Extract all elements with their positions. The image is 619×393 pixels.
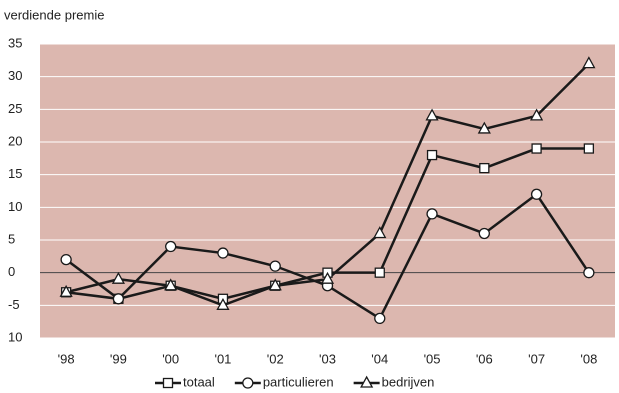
data-point xyxy=(165,240,177,253)
data-point xyxy=(216,297,230,310)
y-tick-label: -5 xyxy=(8,297,20,312)
x-tick-label: '08 xyxy=(580,351,597,366)
x-tick-label: '03 xyxy=(319,351,336,366)
data-point xyxy=(425,108,439,121)
y-tick-label: 15 xyxy=(8,166,22,181)
data-point xyxy=(217,247,229,259)
x-tick-label: '01 xyxy=(214,351,231,366)
data-point xyxy=(426,208,438,220)
legend-label: bedrijven xyxy=(382,374,435,389)
data-point xyxy=(111,271,126,284)
data-point xyxy=(531,143,542,154)
data-point xyxy=(583,143,595,154)
x-tick-label: '07 xyxy=(528,351,545,366)
y-tick-label: 10 xyxy=(8,329,22,344)
data-point xyxy=(373,226,387,239)
y-tick-label: 5 xyxy=(8,231,15,246)
x-tick-label: '06 xyxy=(476,351,493,366)
x-tick-label: '98 xyxy=(58,351,75,366)
data-point xyxy=(478,227,490,240)
y-tick-label: 20 xyxy=(8,133,22,148)
data-point xyxy=(112,293,125,305)
data-point xyxy=(59,284,73,297)
legend-label: particulieren xyxy=(263,374,334,389)
y-tick-label: 35 xyxy=(8,35,22,50)
x-tick-label: '00 xyxy=(162,351,179,366)
data-point xyxy=(530,188,543,200)
x-tick-label: '05 xyxy=(424,351,441,366)
legend-marker xyxy=(360,375,374,388)
y-tick-label: 30 xyxy=(8,68,22,83)
x-tick-label: '04 xyxy=(371,351,388,366)
data-point xyxy=(479,162,490,174)
data-point xyxy=(320,271,335,284)
y-tick-label: 25 xyxy=(8,101,22,116)
data-point xyxy=(529,108,544,121)
legend-marker xyxy=(242,377,254,389)
legend-label: totaal xyxy=(183,374,215,389)
data-point xyxy=(582,56,596,69)
legend-marker xyxy=(162,377,174,389)
data-point xyxy=(164,278,178,291)
y-tick-label: 10 xyxy=(8,199,22,214)
data-point xyxy=(268,278,282,291)
x-tick-label: '02 xyxy=(267,351,284,366)
data-point xyxy=(269,260,281,272)
x-tick-label: '99 xyxy=(110,351,127,366)
data-point xyxy=(583,267,595,279)
y-axis-label: verdiende premie xyxy=(4,7,104,22)
data-point xyxy=(374,312,386,325)
data-point xyxy=(60,253,72,266)
y-tick-label: 0 xyxy=(8,264,15,279)
plot-area xyxy=(40,44,615,338)
data-point xyxy=(477,121,491,134)
data-point xyxy=(426,149,438,161)
data-point xyxy=(374,267,385,278)
